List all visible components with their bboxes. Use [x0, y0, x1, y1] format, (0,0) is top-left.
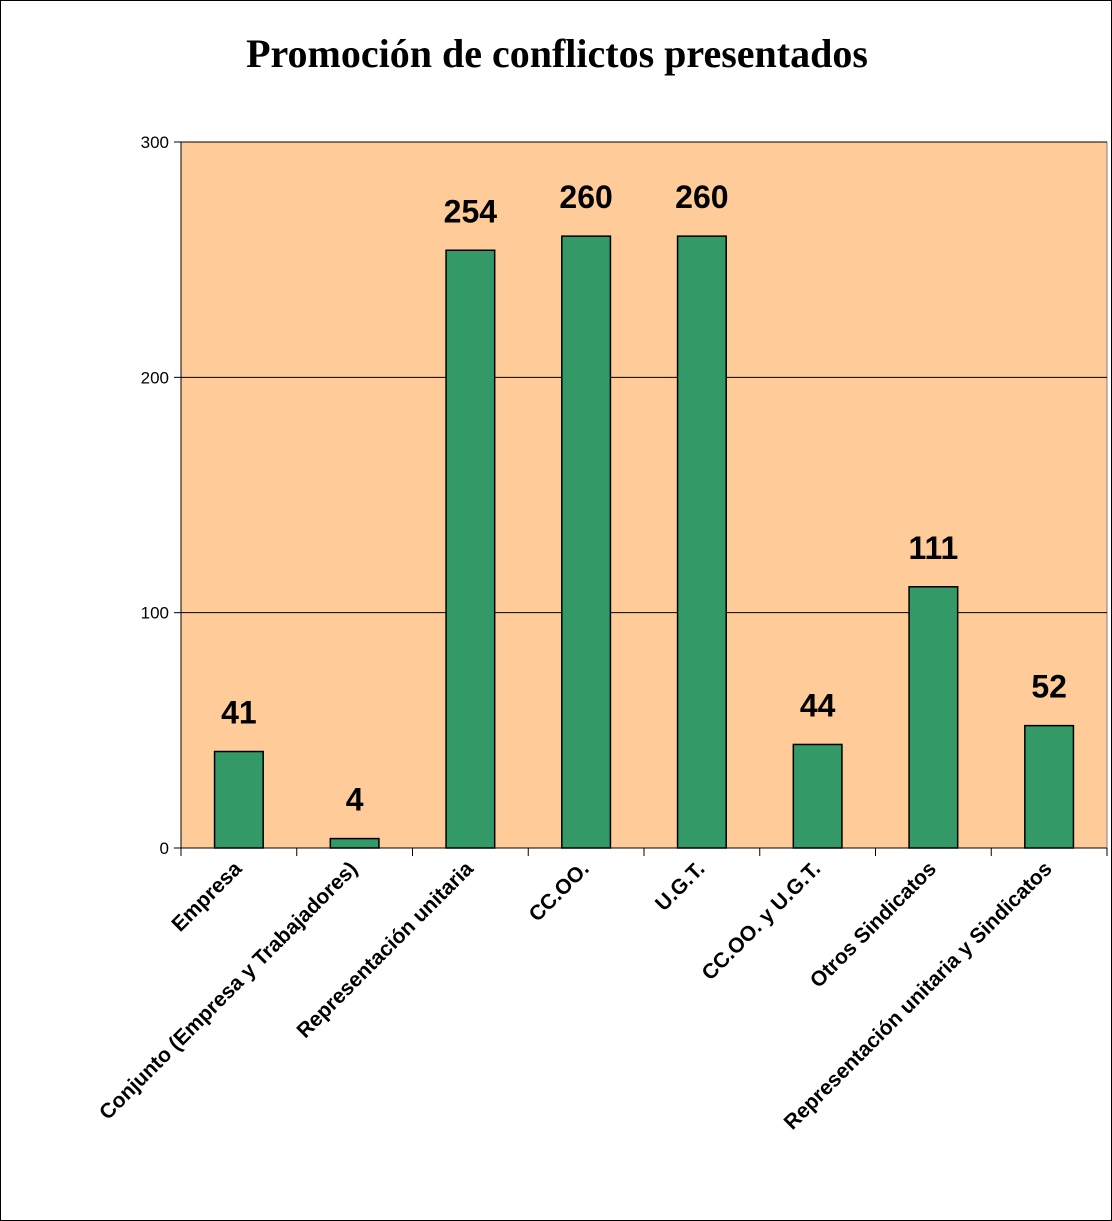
bar — [908, 586, 959, 849]
bar — [329, 837, 380, 849]
bar — [676, 235, 727, 849]
x-tick-label: Representación unitaria y Sindicatos — [780, 857, 1057, 1134]
y-tick-label: 300 — [141, 133, 169, 152]
data-labels: 41 4 254 260 260 44 111 52 — [221, 179, 1067, 817]
data-label: 41 — [221, 695, 257, 731]
chart-title: Promoción de conflictos presentados — [246, 31, 868, 76]
y-tick-label: 200 — [141, 368, 169, 387]
bar — [445, 249, 496, 849]
y-tick-label: 0 — [160, 839, 169, 858]
data-label: 254 — [444, 193, 498, 229]
x-tick-label: Otros Sindicatos — [806, 857, 941, 992]
bar — [1024, 724, 1075, 849]
data-label: 260 — [675, 179, 728, 215]
x-tick-label: Empresa — [167, 857, 246, 936]
data-label: 52 — [1031, 669, 1067, 705]
data-label: 44 — [800, 687, 836, 723]
x-tick-label: CC.OO. — [525, 857, 594, 926]
bar — [213, 750, 264, 849]
bars — [213, 235, 1075, 849]
y-tick-label: 100 — [141, 604, 169, 623]
plot-area — [180, 141, 1108, 849]
data-label: 4 — [346, 782, 364, 818]
x-tick-label: CC.OO. y U.G.T. — [698, 857, 826, 985]
x-tick-label: Conjunto (Empresa y Trabajadores) — [95, 857, 362, 1124]
x-tick-label: U.G.T. — [651, 857, 709, 915]
bar — [792, 743, 843, 849]
data-label: 260 — [559, 179, 612, 215]
data-label: 111 — [908, 530, 958, 566]
bar — [561, 235, 612, 849]
